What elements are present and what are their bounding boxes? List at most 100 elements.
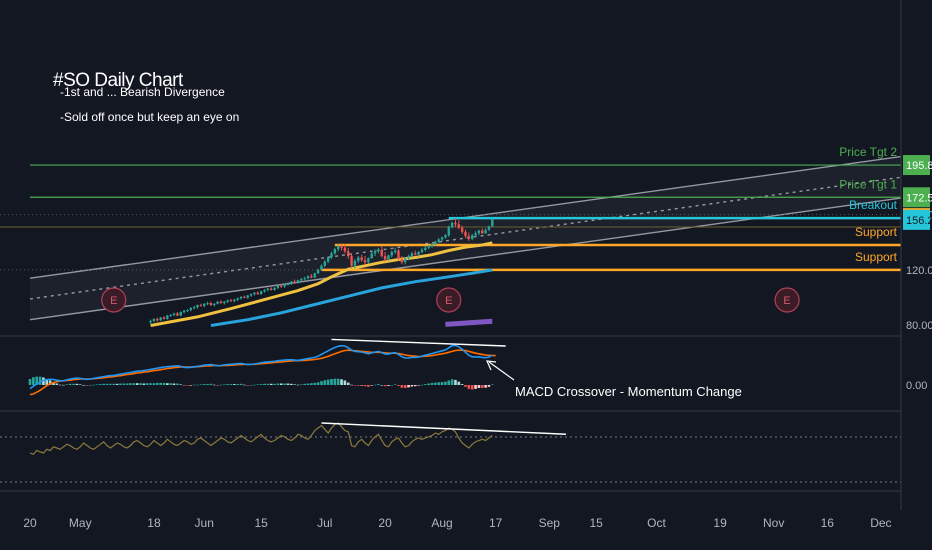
macd-histogram-bar: [55, 383, 59, 385]
candle-body: [450, 222, 454, 228]
candle-body: [236, 298, 239, 300]
macd-histogram-bar: [397, 385, 400, 386]
macd-histogram-bar: [444, 381, 447, 385]
macd-histogram-bar: [196, 384, 199, 386]
candle-body: [414, 253, 417, 255]
macd-histogram-bar: [249, 385, 253, 386]
macd-histogram-bar: [239, 383, 243, 385]
candle-body: [246, 295, 249, 298]
candle-body: [156, 318, 159, 321]
macd-histogram-bar: [430, 382, 434, 385]
macd-histogram-bar: [109, 383, 112, 385]
macd-histogram-bar: [82, 385, 85, 386]
candle-body: [380, 249, 383, 257]
macd-histogram-bar: [400, 385, 404, 388]
macd-histogram-bar: [125, 383, 129, 385]
macd-histogram-bar: [353, 385, 357, 386]
time-tick-label: 18: [147, 516, 161, 530]
candle-body: [393, 250, 397, 252]
macd-histogram-bar: [434, 382, 437, 385]
level-label-0: Price Tgt 2: [839, 145, 897, 159]
time-tick-label: 15: [254, 516, 268, 530]
macd-histogram-bar: [38, 376, 42, 385]
candle-body: [363, 260, 367, 263]
candle-body: [320, 265, 323, 270]
macd-histogram-bar: [387, 385, 390, 386]
candle-body: [460, 227, 464, 232]
macd-histogram-bar: [199, 384, 203, 385]
divergence-line-0: [331, 338, 506, 347]
macd-tick-label: 0.00: [906, 380, 927, 392]
level-label-4: Support: [855, 250, 898, 264]
macd-histogram-bar: [78, 384, 82, 385]
candle-body: [440, 237, 444, 240]
macd-histogram-bar: [367, 385, 370, 387]
candle-body: [256, 292, 259, 295]
macd-histogram-bar: [206, 384, 209, 385]
macd-histogram-bar: [129, 383, 132, 385]
candle-body: [276, 285, 280, 288]
macd-histogram-bar: [480, 385, 484, 388]
candle-body: [390, 251, 393, 256]
macd-histogram-bar: [229, 384, 233, 385]
macd-histogram-bar: [323, 380, 327, 385]
macd-histogram-bar: [424, 384, 427, 385]
rsi-pane: [0, 422, 901, 483]
macd-histogram-bar: [99, 384, 102, 385]
macd-histogram-bar: [122, 383, 126, 385]
macd-histogram-bar: [145, 383, 149, 385]
time-tick-label: Aug: [431, 516, 452, 530]
candle-body: [266, 288, 270, 290]
candle-body: [263, 289, 266, 292]
candle-body: [179, 312, 182, 316]
level-label-1: Price Tgt 1: [839, 177, 897, 191]
macd-histogram-bar: [269, 383, 273, 385]
macd-histogram-bar: [89, 385, 92, 386]
macd-histogram-bar: [65, 384, 69, 385]
macd-histogram-bar: [491, 384, 494, 385]
macd-histogram-bar: [263, 383, 266, 385]
macd-histogram-bar: [182, 385, 186, 386]
candle-body: [166, 315, 169, 319]
time-tick-label: 16: [821, 516, 835, 530]
candle-body: [169, 314, 172, 316]
macd-histogram-bar: [223, 384, 226, 385]
macd-histogram-bar: [132, 383, 136, 385]
candle-body: [400, 258, 404, 263]
macd-crossover-note: MACD Crossover - Momentum Change: [515, 384, 742, 399]
candle-body: [273, 287, 276, 290]
macd-histogram-bar: [464, 385, 467, 387]
candle-body: [464, 231, 467, 237]
macd-histogram-bar: [393, 384, 397, 385]
candle-body: [340, 246, 343, 248]
candle-body: [176, 313, 179, 316]
macd-histogram-bar: [313, 382, 317, 385]
candle-body: [229, 300, 233, 302]
candle-body: [270, 288, 273, 290]
price-badge: [903, 187, 930, 208]
macd-histogram-bar: [162, 382, 166, 385]
candle-body: [373, 251, 377, 254]
macd-histogram-bar: [450, 379, 454, 385]
macd-histogram-bar: [236, 384, 239, 385]
candle-body: [357, 257, 360, 261]
price-badge: [903, 155, 930, 176]
candle-body: [387, 255, 390, 260]
macd-histogram-bar: [346, 382, 350, 385]
macd-histogram-bar: [48, 380, 52, 385]
macd-histogram-bar: [156, 382, 159, 385]
candle-body: [216, 301, 219, 304]
note-divergence: -1st and ... Bearish Divergence: [60, 85, 225, 99]
candle-body: [162, 317, 166, 319]
macd-histogram-bar: [474, 385, 477, 389]
macd-histogram-bar: [390, 385, 394, 386]
candle-body: [407, 256, 410, 259]
candle-body: [316, 269, 320, 274]
macd-histogram-bar: [413, 385, 417, 387]
level-label-2: Breakout: [849, 198, 898, 212]
macd-histogram-bar: [179, 384, 183, 385]
candle-body: [457, 224, 460, 228]
candle-body: [337, 246, 340, 250]
macd-histogram-bar: [169, 383, 172, 385]
